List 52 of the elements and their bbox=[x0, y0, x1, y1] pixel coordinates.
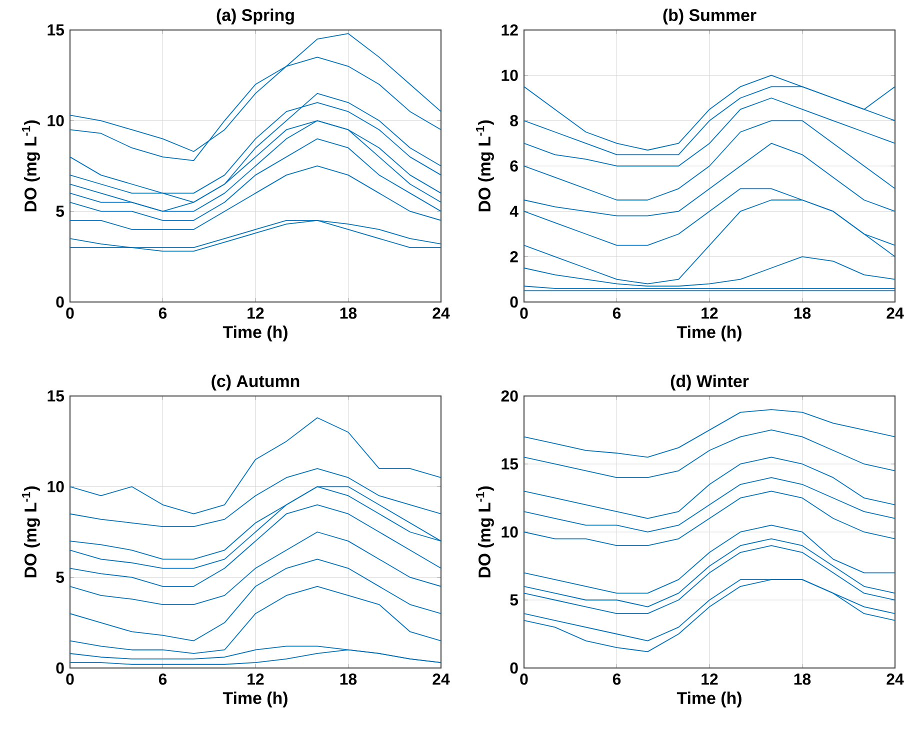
y-tick-label: 8 bbox=[510, 115, 518, 126]
y-tick-label: 12 bbox=[502, 24, 518, 36]
chart-title: (b) Summer bbox=[663, 8, 756, 25]
y-tick-label: 10 bbox=[502, 70, 518, 81]
y-axis-title: DO (mg L$^{-1}$) bbox=[476, 120, 494, 212]
x-tick-label: 18 bbox=[340, 308, 357, 319]
x-tick-label: 12 bbox=[702, 674, 718, 685]
y-tick-label: 0 bbox=[56, 662, 64, 674]
y-tick-label: 15 bbox=[48, 24, 64, 36]
x-tick-label: 12 bbox=[248, 308, 264, 319]
x-tick-label: 24 bbox=[432, 308, 450, 319]
x-tick-label: 6 bbox=[612, 308, 621, 319]
chart-title: (d) Winter bbox=[670, 374, 749, 391]
x-tick-label: 12 bbox=[702, 308, 718, 319]
chart-title: (c) Autumn bbox=[212, 374, 300, 391]
y-tick-label: 0 bbox=[510, 296, 518, 308]
x-tick-label: 18 bbox=[340, 674, 357, 685]
y-tick-label: 0 bbox=[56, 296, 64, 308]
x-tick-label: 18 bbox=[794, 674, 811, 685]
x-tick-label: 18 bbox=[794, 308, 811, 319]
x-tick-label: 12 bbox=[248, 674, 264, 685]
x-axis-title: Time (h) bbox=[222, 692, 288, 708]
x-tick-label: 0 bbox=[66, 674, 74, 685]
y-tick-label: 0 bbox=[510, 662, 518, 674]
x-tick-label: 0 bbox=[520, 308, 528, 319]
y-tick-label: 5 bbox=[56, 206, 64, 217]
y-axis-title: DO (mg L$^{-1}$) bbox=[476, 486, 494, 578]
x-tick-label: 0 bbox=[520, 674, 528, 685]
y-axis-title: DO (mg L$^{-1}$) bbox=[22, 486, 40, 578]
x-axis-title: Time (h) bbox=[676, 692, 742, 708]
y-axis-title: DO (mg L$^{-1}$) bbox=[22, 120, 40, 212]
y-tick-label: 4 bbox=[510, 206, 518, 217]
x-tick-label: 6 bbox=[158, 674, 167, 685]
x-axis-title: Time (h) bbox=[222, 326, 288, 342]
x-tick-label: 0 bbox=[66, 308, 74, 319]
y-tick-label: 5 bbox=[56, 572, 64, 583]
y-tick-label: 15 bbox=[48, 390, 64, 402]
y-tick-label: 6 bbox=[510, 160, 518, 172]
y-tick-label: 10 bbox=[502, 526, 518, 538]
x-tick-label: 24 bbox=[886, 308, 904, 319]
x-tick-label: 6 bbox=[158, 308, 167, 319]
y-tick-label: 20 bbox=[501, 390, 518, 402]
chart-title: (a) Spring bbox=[216, 8, 294, 25]
y-tick-label: 15 bbox=[502, 458, 518, 470]
y-tick-label: 10 bbox=[48, 481, 64, 492]
y-tick-label: 5 bbox=[510, 594, 518, 606]
x-tick-label: 6 bbox=[612, 674, 621, 685]
y-tick-label: 10 bbox=[48, 115, 64, 126]
x-tick-label: 24 bbox=[432, 674, 450, 685]
x-axis-title: Time (h) bbox=[676, 326, 742, 342]
y-tick-label: 2 bbox=[510, 251, 518, 262]
x-tick-label: 24 bbox=[886, 674, 904, 685]
